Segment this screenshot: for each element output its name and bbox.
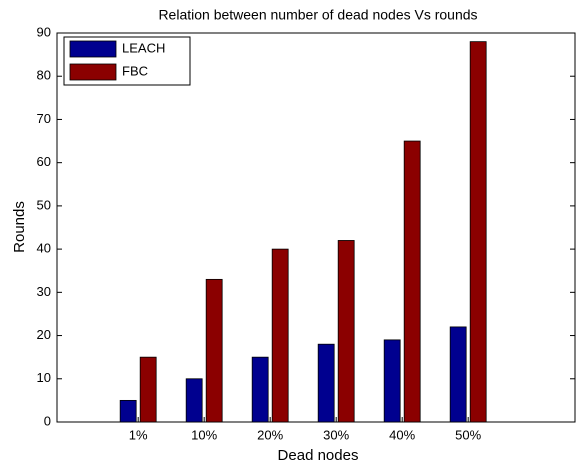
legend-label: FBC bbox=[122, 63, 148, 78]
x-tick-label: 50% bbox=[455, 427, 481, 442]
bar bbox=[403, 140, 421, 423]
bar bbox=[449, 326, 467, 423]
legend-swatch bbox=[69, 63, 117, 81]
bar bbox=[251, 356, 269, 423]
y-tick-label: 70 bbox=[37, 111, 51, 126]
y-tick-label: 30 bbox=[37, 284, 51, 299]
x-tick-label: 30% bbox=[323, 427, 349, 442]
bar bbox=[383, 339, 401, 423]
chart-title: Relation between number of dead nodes Vs… bbox=[158, 7, 477, 23]
bar bbox=[317, 343, 335, 423]
y-tick-label: 60 bbox=[37, 154, 51, 169]
y-tick-label: 0 bbox=[44, 413, 51, 428]
plot-frame bbox=[56, 32, 576, 423]
legend-label: LEACH bbox=[122, 40, 165, 55]
y-tick-label: 90 bbox=[37, 24, 51, 39]
x-axis-label: Dead nodes bbox=[278, 447, 359, 464]
x-tick-label: 20% bbox=[257, 427, 283, 442]
bar bbox=[119, 399, 137, 423]
y-tick-label: 40 bbox=[37, 241, 51, 256]
y-tick-label: 20 bbox=[37, 327, 51, 342]
y-tick-label: 10 bbox=[37, 370, 51, 385]
bar bbox=[185, 378, 203, 423]
y-axis-label: Rounds bbox=[11, 201, 28, 253]
bar bbox=[337, 240, 355, 423]
bar bbox=[469, 41, 487, 423]
x-tick-label: 40% bbox=[389, 427, 415, 442]
bar bbox=[139, 356, 157, 423]
bar bbox=[271, 248, 289, 423]
legend-swatch bbox=[69, 40, 117, 58]
x-tick-label: 1% bbox=[129, 427, 148, 442]
y-tick-label: 50 bbox=[37, 197, 51, 212]
bar bbox=[205, 278, 223, 423]
x-tick-label: 10% bbox=[191, 427, 217, 442]
y-tick-label: 80 bbox=[37, 68, 51, 83]
